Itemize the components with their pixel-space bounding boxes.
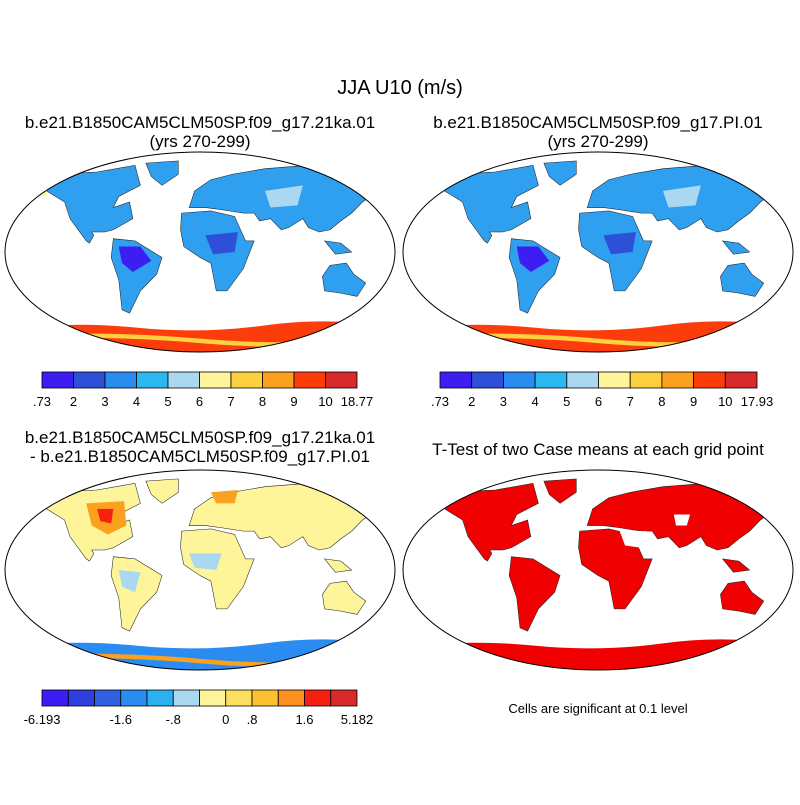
panel-subtitle: (yrs 270-299) xyxy=(547,132,648,151)
colorbar-label: -1.6 xyxy=(110,712,132,727)
map xyxy=(402,469,794,671)
colorbar-box xyxy=(661,371,695,389)
panel-subtitle: (yrs 270-299) xyxy=(149,132,250,151)
panel-title: b.e21.B1850CAM5CLM50SP.f09_g17.21ka.01 xyxy=(25,428,375,447)
panel-subtitle: - b.e21.B1850CAM5CLM50SP.f09_g17.PI.01 xyxy=(30,447,370,466)
colorbar-box xyxy=(293,371,326,389)
colorbar-label: 3 xyxy=(500,394,507,409)
colorbar-box xyxy=(225,689,253,707)
colorbar-box xyxy=(172,689,200,707)
colorbar-box xyxy=(251,689,279,707)
colorbar-box xyxy=(199,689,227,707)
colorbar-label: 5.182 xyxy=(341,712,374,727)
colorbar-label: 8 xyxy=(658,394,665,409)
colorbar-box xyxy=(262,371,295,389)
colorbar-label: -6.193 xyxy=(24,712,61,727)
colorbar-box xyxy=(73,371,106,389)
colorbar-label: .8 xyxy=(247,712,258,727)
colorbar-box xyxy=(502,371,536,389)
colorbar-label: 3 xyxy=(101,394,108,409)
colorbar-label: .73 xyxy=(33,394,51,409)
colorbar-box xyxy=(136,371,169,389)
colorbar-label: 17.93 xyxy=(741,394,774,409)
colorbar-label: 4 xyxy=(531,394,538,409)
colorbar-box xyxy=(94,689,122,707)
colorbar-label: 5 xyxy=(563,394,570,409)
colorbar-label: 5 xyxy=(164,394,171,409)
colorbar-label: 4 xyxy=(133,394,140,409)
map xyxy=(402,151,794,353)
colorbar-label: .73 xyxy=(431,394,449,409)
colorbar-box xyxy=(230,371,263,389)
colorbar-box xyxy=(304,689,332,707)
colorbar-box xyxy=(120,689,148,707)
colorbar-label: 18.77 xyxy=(341,394,374,409)
colorbar-box xyxy=(167,371,200,389)
colorbar-box xyxy=(439,371,473,389)
colorbar-label: 2 xyxy=(70,394,77,409)
colorbar-label: 7 xyxy=(627,394,634,409)
colorbar-box xyxy=(471,371,504,389)
colorbar-box xyxy=(330,689,358,707)
colorbar-box xyxy=(104,371,137,389)
colorbar-box xyxy=(41,689,69,707)
colorbar-box xyxy=(41,371,74,389)
note: Cells are significant at 0.1 level xyxy=(508,701,687,716)
colorbar-label: 9 xyxy=(290,394,297,409)
colorbar-box xyxy=(598,371,631,389)
colorbar-label: 9 xyxy=(690,394,697,409)
colorbar-label: 0 xyxy=(222,712,229,727)
colorbar-box xyxy=(724,371,758,389)
panel-title: b.e21.B1850CAM5CLM50SP.f09_g17.21ka.01 xyxy=(25,113,375,132)
map xyxy=(4,151,396,353)
colorbar-box xyxy=(566,371,599,389)
panel-title: b.e21.B1850CAM5CLM50SP.f09_g17.PI.01 xyxy=(433,113,763,132)
colorbar-box xyxy=(199,371,232,389)
colorbar-label: -.8 xyxy=(166,712,181,727)
panel-title: T-Test of two Case means at each grid po… xyxy=(432,440,764,459)
colorbar-label: 10 xyxy=(318,394,332,409)
colorbar-box xyxy=(325,371,358,389)
figure-title: JJA U10 (m/s) xyxy=(337,77,463,99)
colorbar-box xyxy=(146,689,174,707)
map xyxy=(4,469,396,671)
colorbar-label: 7 xyxy=(227,394,234,409)
colorbar-box xyxy=(629,371,663,389)
colorbar-box xyxy=(277,689,305,707)
colorbar-label: 2 xyxy=(468,394,475,409)
colorbar-label: 6 xyxy=(595,394,602,409)
colorbar-label: 10 xyxy=(718,394,732,409)
colorbar-box xyxy=(693,371,726,389)
colorbars: .73 2 3 4 5 6 7 8 9 10 18.77 .73 2 3 4 5 6 7 8 9 10 17.93 -6.1… xyxy=(24,371,774,727)
colorbar-box xyxy=(67,689,95,707)
colorbar-box xyxy=(534,371,568,389)
colorbar-label: 8 xyxy=(259,394,266,409)
colorbar-label: 6 xyxy=(196,394,203,409)
colorbar-label: 1.6 xyxy=(295,712,313,727)
